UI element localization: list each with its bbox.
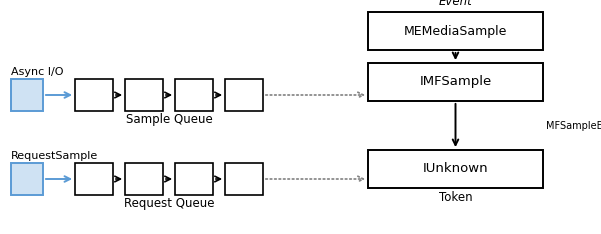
Text: Token: Token [439,191,472,204]
Text: RequestSample: RequestSample [11,151,98,161]
Text: IUnknown: IUnknown [423,162,488,176]
Bar [175,79,213,111]
Text: MEMediaSample: MEMediaSample [404,25,507,37]
Bar [225,79,263,111]
Bar [125,79,163,111]
Bar [75,79,113,111]
Bar [368,12,543,50]
Bar [11,163,43,195]
Text: MFSampleExtension_Token: MFSampleExtension_Token [546,120,601,131]
Bar [125,163,163,195]
Bar [11,79,43,111]
Text: Sample Queue: Sample Queue [126,113,212,126]
Bar [368,150,543,188]
Text: Request Queue: Request Queue [124,197,214,210]
Text: IMFSample: IMFSample [419,76,492,88]
Bar [368,63,543,101]
Bar [75,163,113,195]
Text: Event: Event [439,0,472,8]
Bar [175,163,213,195]
Text: Async I/O: Async I/O [11,67,64,77]
Bar [225,163,263,195]
